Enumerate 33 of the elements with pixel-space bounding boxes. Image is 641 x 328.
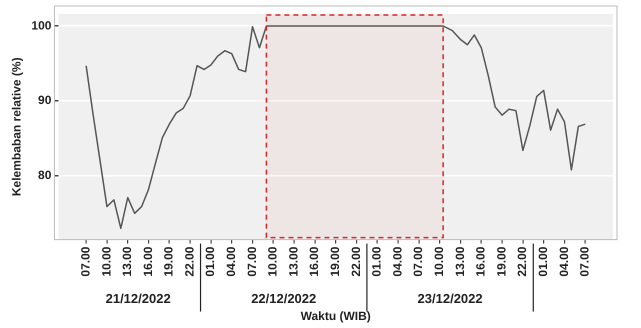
x-tick-label: 22.00	[515, 246, 530, 277]
y-tick-label: 100	[31, 18, 52, 32]
x-axis-title: Waktu (WIB)	[300, 309, 371, 324]
x-tick-label: 04.00	[390, 246, 404, 277]
x-tick-label: 16.00	[474, 246, 488, 277]
x-tick-label: 04.00	[556, 246, 571, 277]
x-tick-label: 22.00	[182, 246, 196, 277]
x-tick-label: 07.00	[244, 246, 259, 277]
x-tick-label: 10.00	[432, 246, 446, 277]
x-tick-label: 13.00	[286, 246, 300, 277]
x-tick-label: 01.00	[370, 246, 384, 277]
y-tick-label: 80	[38, 168, 52, 182]
y-tick-label: 90	[38, 93, 52, 108]
x-tick-label: 07.00	[578, 246, 592, 277]
x-tick-label: 04.00	[224, 246, 238, 277]
y-axis-title: Kelembaban relative (%)	[10, 57, 24, 196]
text: 23/12/2022	[418, 291, 483, 306]
x-tick-label: 19.00	[328, 246, 342, 277]
x-tick-label: 07.00	[411, 246, 426, 277]
text: 21/12/2022	[106, 291, 171, 306]
x-tick-label: 19.00	[494, 246, 508, 277]
x-tick-label: 16.00	[140, 246, 155, 277]
x-tick-label: 01.00	[536, 246, 550, 277]
x-tick-label: 22.00	[348, 246, 363, 277]
text: 22/12/2022	[251, 291, 316, 306]
x-tick-label: 13.00	[120, 246, 134, 277]
x-tick-label: 16.00	[307, 246, 322, 277]
x-tick-label: 07.00	[78, 246, 92, 277]
x-tick-label: 10.00	[266, 246, 280, 277]
x-tick-label: 01.00	[203, 246, 218, 277]
x-tick-label: 10.00	[99, 246, 114, 277]
x-tick-label: 13.00	[452, 246, 467, 277]
x-tick-label: 19.00	[162, 246, 176, 277]
